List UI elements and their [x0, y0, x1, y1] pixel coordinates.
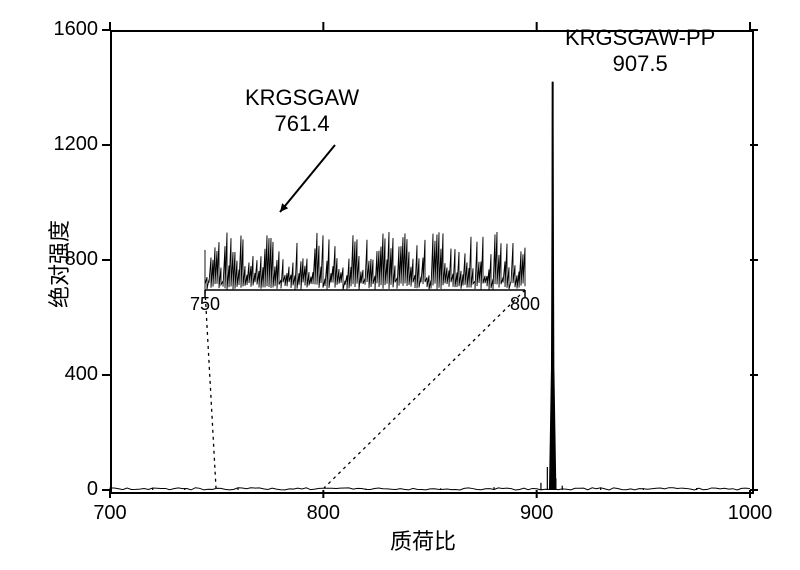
x-tick-label: 1000	[725, 502, 775, 525]
main-peak-annotation: KRGSGAW-PP 907.5	[565, 25, 715, 77]
y-tick-label: 0	[87, 478, 98, 501]
chart-svg	[0, 0, 800, 570]
x-axis-label: 质荷比	[390, 524, 456, 556]
chart-container: 绝对强度 质荷比 KRGSGAW-PP 907.5 KRGSGAW 761.4 …	[0, 0, 800, 570]
y-tick-label: 400	[65, 363, 98, 386]
x-tick-label: 700	[85, 502, 135, 525]
x-tick-label: 900	[512, 502, 562, 525]
inset-xtick-right: 800	[505, 294, 545, 315]
x-tick-label: 800	[298, 502, 348, 525]
inset-annotation: KRGSGAW 761.4	[245, 85, 359, 137]
y-tick-label: 800	[65, 248, 98, 271]
y-tick-label: 1200	[54, 133, 99, 156]
y-tick-label: 1600	[54, 18, 99, 41]
inset-xtick-left: 750	[185, 294, 225, 315]
